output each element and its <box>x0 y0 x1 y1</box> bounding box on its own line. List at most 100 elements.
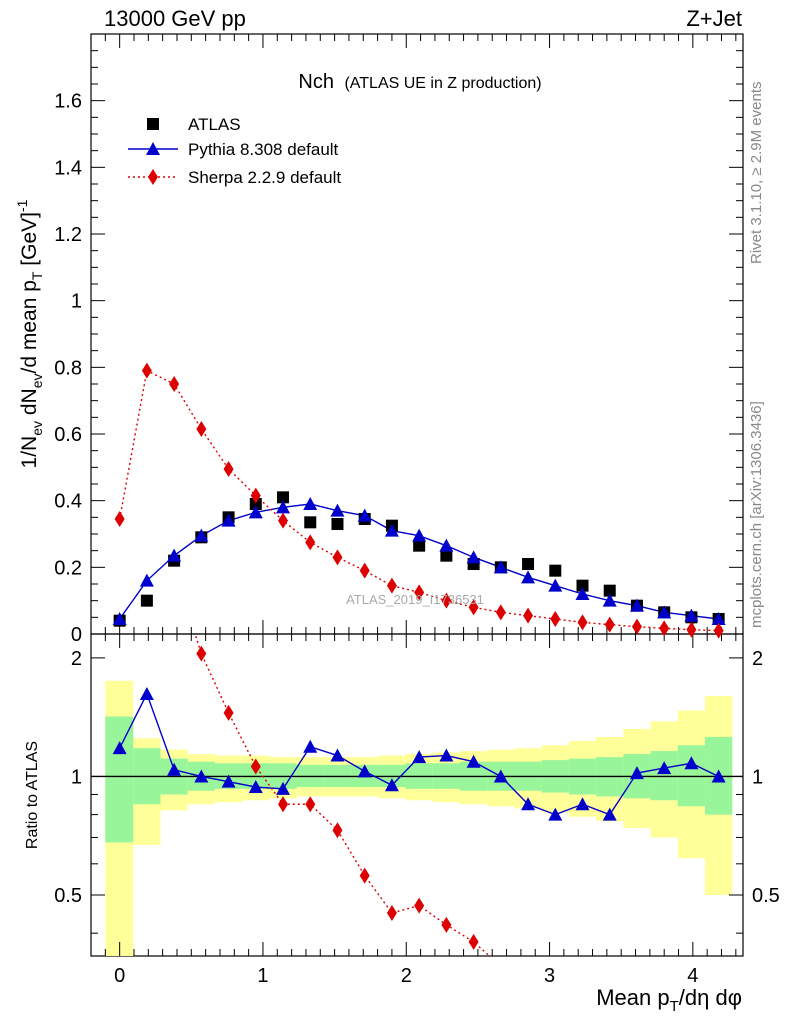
main-point-1-22 <box>711 612 726 625</box>
main-point-2-7 <box>305 534 316 551</box>
main-point-1-4 <box>221 513 236 527</box>
main-point-0-15 <box>522 558 535 570</box>
main-point-0-5 <box>249 498 262 510</box>
ratio-point-1-8 <box>332 822 343 839</box>
main-point-1-9 <box>357 508 372 522</box>
main-point-0-7 <box>304 516 317 529</box>
main-point-1-14 <box>493 560 508 574</box>
main-point-1-6 <box>276 500 291 514</box>
main-point-2-1 <box>141 362 152 379</box>
ratio-point-0-10 <box>384 778 399 792</box>
ratio-point-1-15 <box>523 999 533 1015</box>
legend-sherpa-marker <box>148 169 158 185</box>
ratio-point-1-7 <box>305 796 316 813</box>
ratio-point-1-4 <box>223 704 234 721</box>
main-y-tick-label: 0.6 <box>54 424 82 446</box>
main-y-tick-label: 0.8 <box>54 357 82 379</box>
legend: ATLAS Pythia 8.308 default Sherpa 2.2.9 … <box>128 115 341 187</box>
main-point-1-1 <box>139 573 154 587</box>
main-y-tick-label: 1 <box>71 291 82 313</box>
main-y-tick-label: 0.2 <box>54 557 82 579</box>
ratio-y-tick-label: 0.5 <box>54 885 82 907</box>
main-point-1-16 <box>548 578 563 592</box>
ratio-y-tick-label-right: 1 <box>752 766 763 788</box>
ratio-series-markers <box>112 400 726 1024</box>
ratio-point-1-9 <box>359 867 370 884</box>
main-point-0-18 <box>603 584 616 597</box>
main-point-2-5 <box>250 487 261 504</box>
main-point-1-17 <box>575 587 590 600</box>
ratio-y-axis-label: Ratio to ATLAS <box>24 741 41 849</box>
main-point-2-18 <box>604 616 615 633</box>
analysis-watermark: ATLAS_2019_I1736531 <box>346 592 484 607</box>
header-right: Z+Jet <box>686 6 742 31</box>
ratio-point-0-22 <box>711 769 726 783</box>
main-point-0-8 <box>331 518 344 530</box>
legend-sherpa-label: Sherpa 2.2.9 default <box>188 168 341 187</box>
main-point-0-6 <box>277 491 290 504</box>
main-point-1-21 <box>684 608 699 622</box>
ratio-point-0-11 <box>412 750 427 764</box>
main-point-2-13 <box>468 599 479 616</box>
main-point-2-8 <box>332 549 343 566</box>
ratio-point-1-17 <box>578 1013 588 1024</box>
inner-band-bin-0 <box>105 716 134 843</box>
main-point-2-20 <box>659 620 670 637</box>
mcplots-label: mcplots.cern.ch [arXiv:1306.3436] <box>748 401 765 628</box>
ratio-point-0-12 <box>439 748 454 762</box>
main-point-0-11 <box>413 539 426 552</box>
x-tick-label: 4 <box>687 965 698 987</box>
main-point-2-14 <box>495 604 506 621</box>
legend-atlas-marker <box>147 118 159 130</box>
ratio-point-1-12 <box>441 916 452 933</box>
main-point-1-15 <box>521 570 536 584</box>
ratio-point-1-0 <box>115 400 125 416</box>
main-point-1-18 <box>602 593 617 607</box>
chart-subtitle: (ATLAS UE in Z production) <box>344 75 541 92</box>
ratio-y-tick-label-right: 2 <box>752 648 763 670</box>
main-point-2-2 <box>169 376 180 392</box>
ratio-y-tick-label: 2 <box>71 648 82 670</box>
main-point-2-3 <box>196 421 207 437</box>
ratio-point-1-6 <box>278 796 289 813</box>
inner-band-bin-20 <box>650 751 678 801</box>
ratio-point-0-16 <box>548 807 563 821</box>
ratio-point-1-13 <box>468 933 479 950</box>
main-point-2-15 <box>523 607 534 624</box>
ratio-point-1-14 <box>496 958 506 974</box>
ratio-point-0-13 <box>466 754 481 768</box>
main-point-1-13 <box>466 550 481 564</box>
main-point-2-9 <box>359 562 370 579</box>
ratio-point-0-21 <box>684 756 699 770</box>
main-y-tick-label: 1.4 <box>54 157 82 179</box>
main-point-2-12 <box>441 592 452 609</box>
legend-pythia-marker <box>146 142 160 155</box>
ratio-point-0-4 <box>221 774 236 788</box>
ratio-point-0-15 <box>521 797 536 811</box>
main-point-1-0 <box>112 612 127 625</box>
main-y-tick-label: 1.2 <box>54 224 82 246</box>
main-point-1-2 <box>167 548 182 562</box>
main-line-2 <box>118 369 719 632</box>
ratio-point-0-17 <box>575 797 590 811</box>
ratio-point-0-3 <box>194 769 209 783</box>
rivet-version-label: Rivet 3.1.10, ≥ 2.9M events <box>748 82 765 265</box>
inner-band-bin-21 <box>677 745 706 807</box>
main-point-0-12 <box>440 549 453 562</box>
main-point-2-0 <box>114 511 125 527</box>
ratio-point-0-14 <box>493 769 508 783</box>
ratio-point-1-1 <box>142 415 152 431</box>
ratio-point-1-11 <box>414 897 425 914</box>
main-point-2-11 <box>414 584 425 601</box>
main-axis-ticks: 0 0.2 0.4 0.6 0.8 1 1.2 1.4 1.6 <box>54 33 743 646</box>
ratio-y-tick-label-right: 0.5 <box>752 885 780 907</box>
ratio-point-0-8 <box>330 748 345 762</box>
main-series-markers <box>112 362 726 639</box>
main-point-0-16 <box>549 564 562 577</box>
main-point-2-22 <box>713 622 724 639</box>
ratio-point-0-6 <box>276 781 291 795</box>
legend-pythia-label: Pythia 8.308 default <box>188 140 339 159</box>
ratio-point-1-10 <box>386 905 397 922</box>
ratio-point-0-0 <box>112 741 127 755</box>
